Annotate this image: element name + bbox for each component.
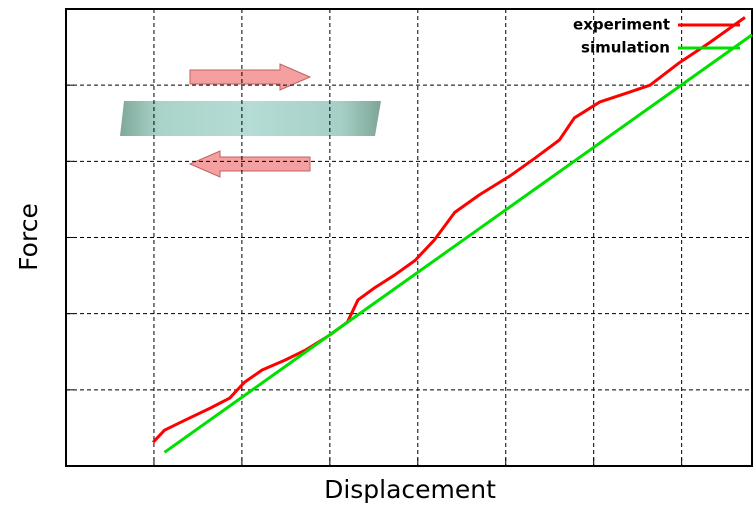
legend-label: experiment (573, 16, 670, 34)
chart: Displacement Force experiment simulation (0, 0, 753, 508)
legend-label: simulation (581, 39, 670, 57)
y-axis-label: Force (14, 203, 43, 271)
illustration (120, 64, 381, 177)
x-axis-label: Displacement (324, 475, 496, 504)
